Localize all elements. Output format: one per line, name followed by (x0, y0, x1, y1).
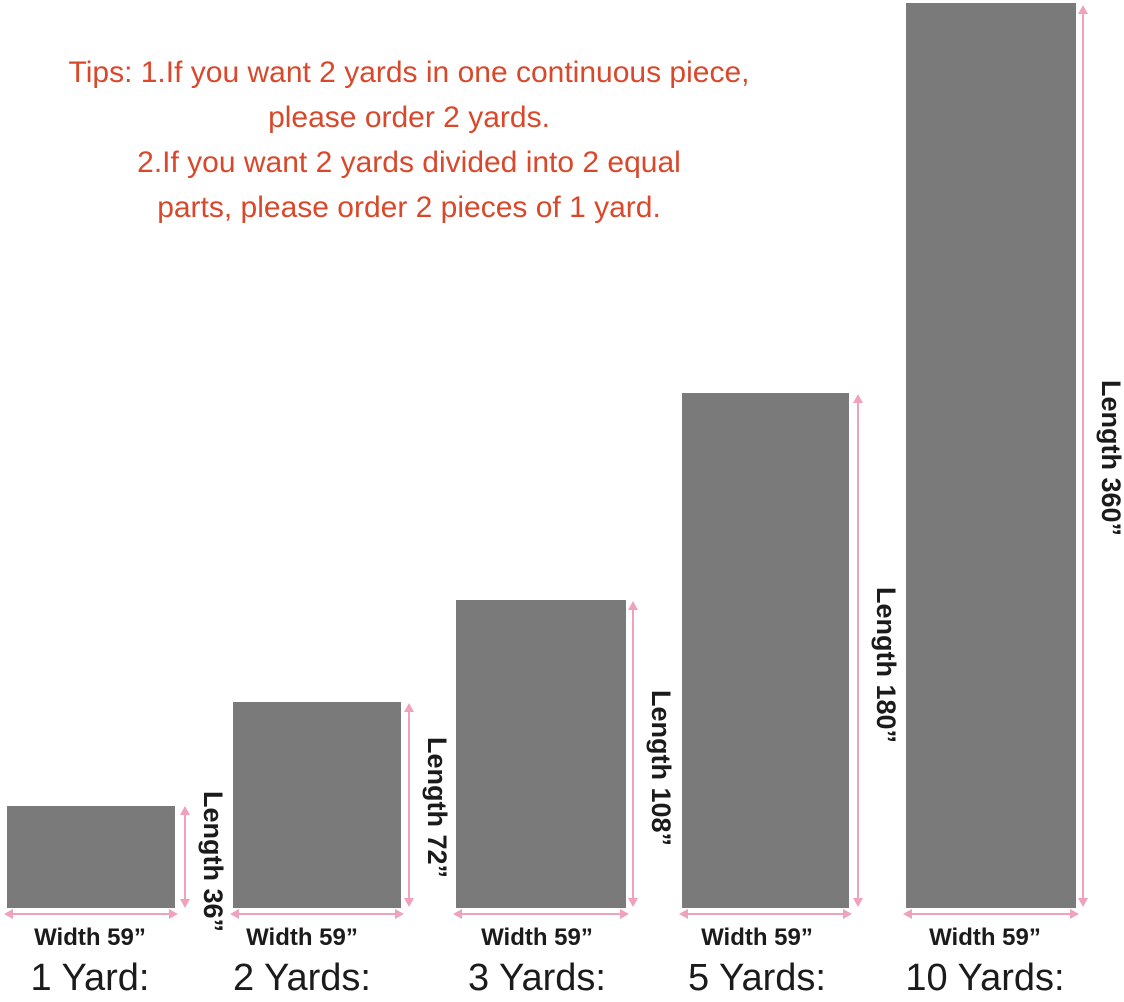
width-label: Width 59” (246, 924, 358, 951)
fabric-rectangle-2-yards (233, 702, 401, 908)
length-dimension-arrow (180, 806, 190, 908)
width-label: Width 59” (34, 924, 146, 951)
tips-line-3: 2.If you want 2 yards divided into 2 equ… (137, 146, 681, 179)
length-dimension-arrow (1078, 5, 1088, 907)
fabric-rectangle-3-yards (456, 600, 626, 908)
length-label: Length 360” (1096, 379, 1124, 537)
width-label: Width 59” (929, 924, 1041, 951)
length-label: Length 180” (871, 586, 901, 744)
fabric-rectangle-1-yard (7, 806, 175, 908)
bar-captions: Width 59” 1 Yard: (0, 922, 190, 1000)
length-dimension-arrow (404, 703, 414, 907)
length-dimension-arrow (628, 601, 638, 907)
tips-line-2: please order 2 yards. (268, 101, 550, 134)
fabric-rectangle-5-yards (682, 393, 849, 908)
length-dimension-arrow (853, 394, 863, 907)
width-dimension-arrow (4, 909, 178, 919)
width-label: Width 59” (481, 924, 593, 951)
fabric-rectangle-10-yards (906, 3, 1076, 908)
width-dimension-arrow (679, 909, 852, 919)
yard-count-label: 10 Yards: (905, 957, 1065, 999)
tips-line-1: Tips: 1.If you want 2 yards in one conti… (68, 56, 750, 89)
tips-line-4: parts, please order 2 pieces of 1 yard. (157, 191, 661, 224)
bar-captions: Width 59” 5 Yards: (657, 922, 857, 1000)
tips-text: Tips: 1.If you want 2 yards in one conti… (0, 50, 818, 230)
length-label: Length 72” (422, 737, 452, 879)
width-dimension-arrow (453, 909, 629, 919)
width-label: Width 59” (701, 924, 813, 951)
bar-captions: Width 59” 2 Yards: (202, 922, 402, 1000)
width-dimension-arrow (230, 909, 404, 919)
bar-captions: Width 59” 3 Yards: (437, 922, 637, 1000)
yard-count-label: 3 Yards: (467, 957, 606, 999)
yard-count-label: 5 Yards: (687, 957, 826, 999)
length-label: Length 36” (198, 791, 228, 933)
width-dimension-arrow (903, 909, 1079, 919)
yard-count-label: 2 Yards: (232, 957, 371, 999)
length-label: Length 108” (646, 689, 676, 847)
bar-captions: Width 59” 10 Yards: (880, 922, 1090, 1000)
yard-count-label: 1 Yard: (30, 957, 150, 999)
